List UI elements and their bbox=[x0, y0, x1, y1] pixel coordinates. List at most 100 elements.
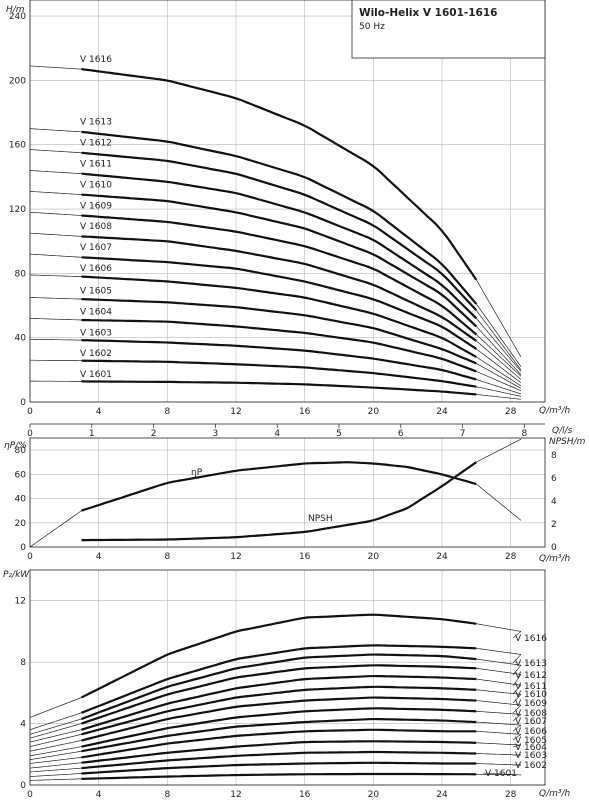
power-curve-v1606 bbox=[81, 717, 477, 753]
qls-tick-label: 6 bbox=[398, 429, 404, 439]
power-label-leader bbox=[512, 631, 522, 639]
y-tick-label: 80 bbox=[15, 269, 27, 279]
chart-subtitle: 50 Hz bbox=[359, 22, 385, 32]
qls-tick-label: 4 bbox=[274, 429, 280, 439]
x-tick-label: 28 bbox=[505, 407, 517, 417]
head-curve-v1603-ext-high bbox=[476, 379, 522, 395]
y-tick-label: 240 bbox=[9, 12, 26, 22]
power-curve-v1607 bbox=[81, 707, 477, 748]
npsh-curve-label: NPSH bbox=[308, 514, 333, 524]
power-curve-v1616 bbox=[80, 613, 477, 699]
head-curve-v1613-ext-low bbox=[29, 128, 82, 133]
head-curve-v1613-ext-high bbox=[476, 303, 522, 367]
head-curve-v1603 bbox=[81, 339, 477, 381]
y-tick-label: 8 bbox=[20, 658, 26, 668]
head-curve-label: V 1602 bbox=[80, 349, 112, 359]
y2-tick-label: 2 bbox=[551, 520, 557, 530]
head-curve-label: V 1616 bbox=[80, 55, 112, 65]
power-curve-label: V 1606 bbox=[515, 727, 547, 737]
y2-tick-label: 8 bbox=[551, 451, 557, 461]
x-tick-label: 4 bbox=[96, 407, 102, 417]
head-curve-v1601 bbox=[81, 380, 477, 396]
y2-tick-label: 0 bbox=[551, 543, 557, 553]
power-curve-v1602 bbox=[81, 761, 477, 775]
head-plot-frame bbox=[29, 0, 546, 403]
x-tick-label: 12 bbox=[230, 552, 241, 562]
head-curve-v1606 bbox=[81, 275, 477, 358]
qls-axis-title: Q/l/s bbox=[552, 426, 573, 436]
power-curve-v1613 bbox=[81, 644, 477, 714]
head-curve-v1608-ext-low bbox=[29, 232, 82, 237]
power-curve-label: V 1612 bbox=[515, 671, 547, 681]
power-curve-v1611-ext-high bbox=[476, 667, 522, 675]
power-curve-v1606-ext-high bbox=[476, 721, 522, 726]
power-curve-v1611-ext-low bbox=[29, 723, 82, 739]
power-curve-label: V 1613 bbox=[515, 659, 547, 669]
power-curve-label: V 1616 bbox=[515, 634, 547, 644]
x-tick-label: 8 bbox=[164, 790, 170, 800]
power-curve-label: V 1601 bbox=[485, 769, 517, 779]
head-curve-v1601-ext-high bbox=[476, 394, 522, 400]
x-tick-label: 28 bbox=[505, 552, 517, 562]
y-tick-label: 40 bbox=[15, 334, 27, 344]
power-curve-v1609 bbox=[81, 685, 477, 736]
curves-layer bbox=[29, 65, 522, 781]
power-label-leader bbox=[512, 684, 522, 695]
x-tick-label: 24 bbox=[436, 407, 448, 417]
power-label-leader bbox=[512, 734, 522, 741]
head-curve-v1606-ext-high bbox=[476, 356, 522, 387]
power-curve-label: V 1611 bbox=[515, 682, 547, 692]
head-curve-v1602-ext-high bbox=[476, 386, 522, 397]
chart-title: Wilo-Helix V 1601-1616 bbox=[359, 7, 497, 19]
power-curve-v1608-ext-low bbox=[29, 740, 82, 752]
power-curve-v1601 bbox=[81, 772, 477, 780]
power-curve-v1607-ext-high bbox=[476, 710, 522, 715]
head-curve-v1611-ext-high bbox=[476, 318, 522, 372]
power-curve-label: V 1607 bbox=[515, 717, 547, 727]
head-curve-v1609-ext-high bbox=[476, 334, 522, 377]
qls-tick-label: 1 bbox=[89, 429, 95, 439]
power-label-leader bbox=[512, 674, 522, 687]
y-tick-label: 4 bbox=[20, 720, 26, 730]
power-curve-v1604-ext-low bbox=[29, 762, 82, 769]
y-tick-label: 160 bbox=[9, 141, 26, 151]
frame-layer bbox=[29, 0, 546, 786]
head-curve-v1610 bbox=[81, 193, 478, 328]
power-curve-v1607-ext-low bbox=[29, 746, 82, 757]
x-tick-label: 20 bbox=[368, 552, 380, 562]
power-plot-frame bbox=[29, 569, 546, 786]
q-axis-title-top: Q/m³/h bbox=[539, 406, 571, 416]
power-curve-v1612-ext-high bbox=[476, 658, 522, 666]
power-curve-v1603-ext-low bbox=[30, 767, 82, 773]
efficiency-curve-ext-low bbox=[29, 510, 82, 548]
power-label-leader bbox=[512, 694, 522, 704]
q-axis-title-bottom: Q/m³/h bbox=[539, 789, 571, 799]
x-tick-label: 24 bbox=[436, 552, 448, 562]
head-curve-label: V 1605 bbox=[80, 286, 112, 296]
head-curve-v1608-ext-high bbox=[476, 340, 522, 380]
y-tick-label: 120 bbox=[9, 205, 26, 215]
head-curve-label: V 1611 bbox=[80, 159, 112, 169]
head-curve-label: V 1609 bbox=[80, 201, 112, 211]
power-curve-v1604 bbox=[81, 740, 477, 764]
y-tick-label: 200 bbox=[9, 76, 26, 86]
power-curve-v1604-ext-high bbox=[476, 742, 522, 746]
head-curve-v1610-ext-low bbox=[30, 191, 82, 195]
power-curve-v1612-ext-low bbox=[29, 718, 82, 735]
head-curve-v1606-ext-low bbox=[29, 274, 82, 277]
efficiency-plot-frame bbox=[29, 437, 546, 548]
x-tick-label: 16 bbox=[299, 552, 311, 562]
head-curve-v1607-ext-high bbox=[476, 348, 522, 384]
title-box bbox=[351, 0, 546, 59]
power-label-leader bbox=[512, 665, 522, 676]
power-curve-v1610-ext-high bbox=[476, 678, 522, 686]
head-curve-v1612-ext-high bbox=[476, 310, 522, 371]
qls-tick-label: 7 bbox=[460, 429, 466, 439]
head-curve-label: V 1601 bbox=[80, 370, 112, 380]
power-label-leader bbox=[482, 772, 521, 776]
y-tick-label: 0 bbox=[20, 543, 26, 553]
y-tick-label: 20 bbox=[15, 519, 27, 529]
power-curve-v1601-ext-high bbox=[476, 773, 522, 776]
y-tick-label: 80 bbox=[15, 446, 27, 456]
